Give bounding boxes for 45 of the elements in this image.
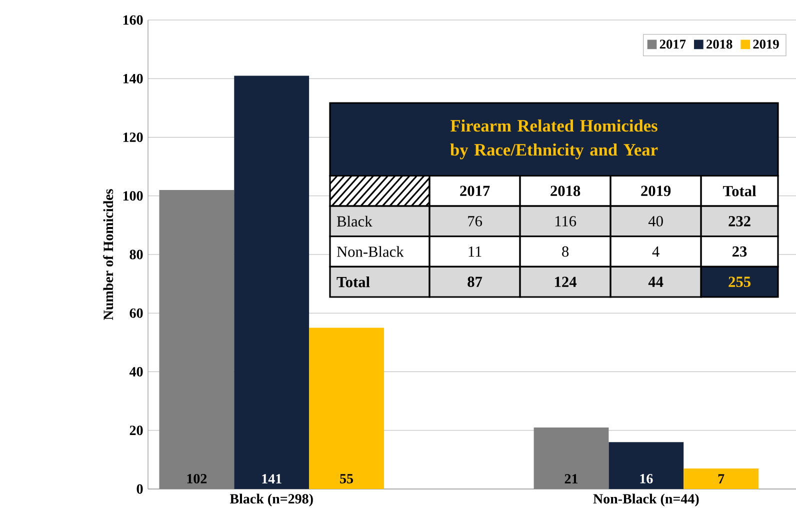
- bar: [309, 328, 384, 489]
- y-tick-label: 120: [123, 132, 143, 142]
- y-tick-label: 160: [123, 15, 143, 25]
- data-label: 76: [468, 216, 482, 226]
- y-tick-label: 100: [123, 191, 143, 201]
- x-tick-label: Non-Black (n=44): [593, 494, 699, 506]
- data-label: 11: [468, 246, 482, 257]
- legend-label: 2017: [660, 40, 686, 49]
- y-tick-label: 140: [123, 74, 143, 84]
- category-label: 2019: [641, 186, 671, 196]
- category-label: Total: [723, 186, 756, 196]
- data-label: 55: [340, 474, 354, 484]
- data-label: 4: [652, 246, 660, 257]
- category-label: 2018: [550, 186, 580, 196]
- y-axis-title: Number of Homicides: [103, 189, 114, 320]
- x-tick-label: Black (n=298): [230, 494, 313, 506]
- data-label: 116: [555, 216, 576, 226]
- data-label: 40: [648, 216, 663, 226]
- legend-label: Black: [336, 216, 372, 227]
- bar: [684, 468, 759, 489]
- data-label: 23: [732, 246, 747, 257]
- legend-label: 2018: [706, 40, 732, 49]
- data-label: 87: [468, 276, 482, 288]
- data-label: 255: [728, 276, 750, 287]
- y-tick-label: 20: [130, 426, 143, 436]
- data-label: 44: [648, 276, 664, 287]
- bar: [234, 76, 310, 489]
- data-label: 21: [564, 474, 578, 484]
- text: Firearm Related Homicides by Race/Ethnicity and Year: [450, 119, 658, 160]
- data-label: 16: [640, 474, 653, 484]
- data-label: 7: [718, 474, 724, 484]
- category-label: 2017: [460, 186, 490, 196]
- data-label: 102: [187, 474, 207, 484]
- data-label: 141: [262, 474, 282, 484]
- y-tick-label: 40: [129, 367, 143, 376]
- legend-label: 2019: [753, 40, 779, 49]
- data-label: 8: [562, 246, 569, 257]
- bar: [608, 442, 684, 489]
- text: Total: [336, 276, 370, 288]
- y-tick-label: 60: [130, 308, 143, 318]
- data-label: 232: [728, 216, 750, 226]
- series-label: Non-Black: [336, 246, 404, 257]
- y-tick-label: 80: [130, 250, 143, 260]
- data-label: 124: [555, 276, 577, 287]
- y-tick-label: 0: [136, 484, 143, 494]
